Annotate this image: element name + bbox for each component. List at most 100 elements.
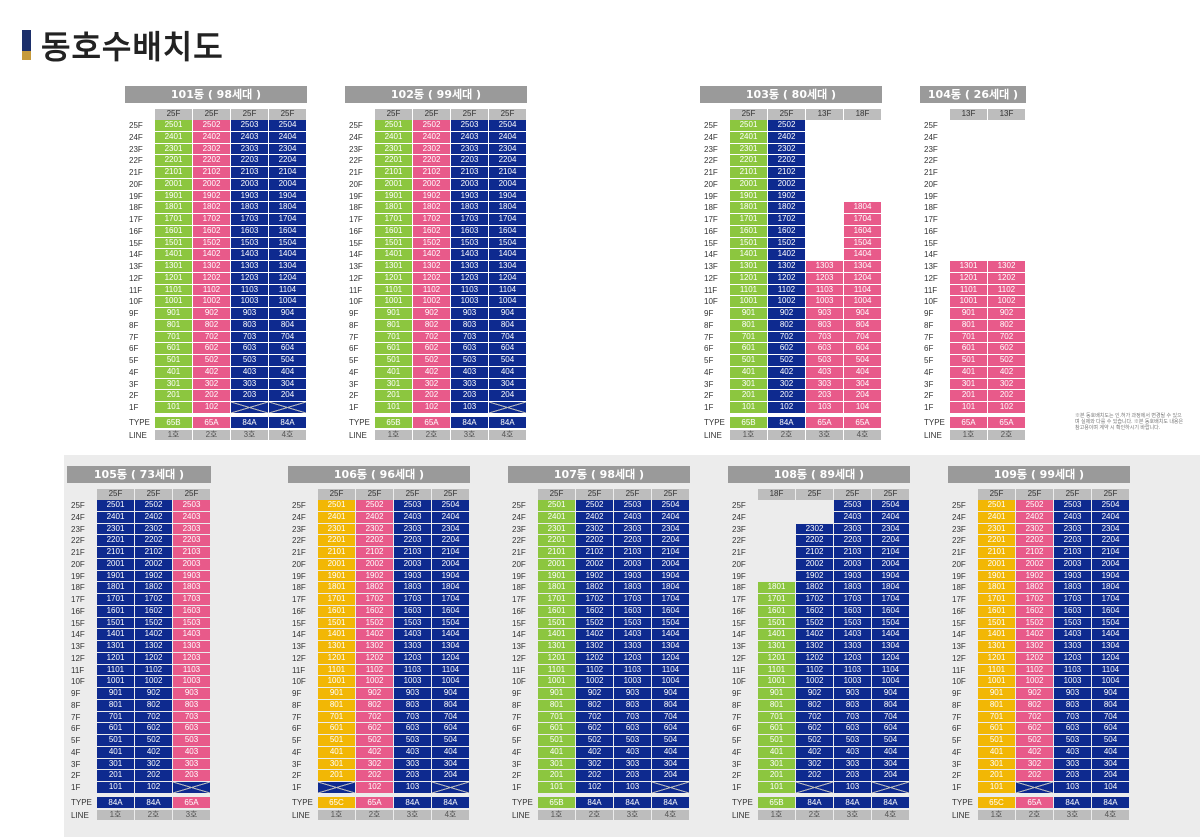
unit-cell: 2102 xyxy=(356,547,393,558)
unit-cell: 504 xyxy=(269,355,306,366)
floor-row: 14F 1401 1402 1403 1404 xyxy=(345,249,527,261)
unit-cell: 2104 xyxy=(269,167,306,178)
unit-cell: 1004 xyxy=(1092,676,1129,687)
unit-cell: 203 xyxy=(394,770,431,781)
unit-cell: 2001 xyxy=(730,178,767,190)
unit-cell: 401 xyxy=(155,366,192,378)
unit-cell: 1903 xyxy=(231,190,268,202)
column-top-floor: 25F xyxy=(356,489,393,500)
unit-cell: 1704 xyxy=(844,214,881,225)
floor-row: 10F 1001 1002 1003 1004 xyxy=(345,296,527,308)
floor-row: 16F 1601 1602 1603 1604 xyxy=(948,605,1130,618)
floor-label: 11F xyxy=(292,665,306,675)
unit-cell: 201 xyxy=(978,770,1015,781)
unit-cell: 301 xyxy=(318,758,355,770)
floor-label: 5F xyxy=(349,356,359,365)
unit-cell: 1002 xyxy=(413,296,450,307)
unit-cell: 804 xyxy=(844,319,881,331)
column-top-floor: 25F xyxy=(1054,489,1091,500)
unit-cell: 1602 xyxy=(413,225,450,237)
unit-cell: 102 xyxy=(413,402,450,413)
unit-cell: 501 xyxy=(950,355,987,366)
unit-cell: 504 xyxy=(1092,735,1129,746)
unit-cell: 2001 xyxy=(538,558,575,570)
unit-cell: 1003 xyxy=(1054,676,1091,687)
unit-cell: 2103 xyxy=(451,167,488,178)
empty-cell xyxy=(806,249,843,260)
unit-cell: 601 xyxy=(538,723,575,734)
floor-row: 25F 2501 2502 2503 2504 xyxy=(948,500,1130,512)
floor-label: 10F xyxy=(349,297,363,307)
empty-cell xyxy=(806,144,843,155)
floor-row: 8F 801 802 803 804 xyxy=(288,699,470,712)
unit-cell: 1802 xyxy=(356,582,393,593)
unit-cell: 2203 xyxy=(451,155,488,166)
unit-cell: 901 xyxy=(375,308,412,319)
line-row: LINE 1호 2호 3호 4호 xyxy=(728,809,910,822)
floor-label: 24F xyxy=(292,512,306,522)
unit-line: 3호 xyxy=(1054,809,1091,821)
unit-cell: 902 xyxy=(988,308,1025,319)
floor-row: 5F 501 502 xyxy=(920,355,1026,367)
unit-cell: 1301 xyxy=(950,261,987,272)
unit-cell: 1904 xyxy=(872,570,909,582)
empty-cell xyxy=(758,571,795,582)
column-header-row: 18F 25F 25F 25F xyxy=(728,489,910,500)
unit-cell: 703 xyxy=(231,331,268,343)
unit-cell: 2302 xyxy=(193,143,230,155)
empty-cell xyxy=(758,559,795,570)
floor-row: 8F 801 802 xyxy=(920,319,1026,332)
floor-row: 22F 2202 2203 2204 xyxy=(728,535,910,547)
unit-cell: 1004 xyxy=(844,296,881,307)
unit-cell: 901 xyxy=(730,308,767,319)
unit-cell: 1804 xyxy=(844,202,881,213)
floor-row: 8F 801 802 803 804 xyxy=(508,699,690,712)
unit-cell: 1503 xyxy=(394,617,431,629)
unit-cell: 103 xyxy=(394,782,431,793)
floor-row: 5F 501 502 503 504 xyxy=(508,735,690,747)
column-header-row: 25F 25F 25F 25F xyxy=(345,109,527,120)
unit-cell: 2503 xyxy=(614,500,651,511)
unit-cell: 1101 xyxy=(978,664,1015,676)
floor-row: 14F 1401 1402 1403 xyxy=(67,629,211,641)
unit-cell: 403 xyxy=(614,746,651,758)
floor-row: 25F 2503 2504 xyxy=(728,500,910,512)
floor-row: 17F 1701 1702 1703 1704 xyxy=(288,594,470,606)
floor-label: 20F xyxy=(349,179,363,189)
unit-cell: 1504 xyxy=(269,237,306,249)
unit-cell: 402 xyxy=(193,366,230,378)
column-top-floor: 25F xyxy=(135,489,172,500)
unit-cell: 702 xyxy=(768,331,805,343)
unit-cell: 203 xyxy=(173,770,210,781)
floor-row: 24F xyxy=(920,132,1026,144)
floor-label: 24F xyxy=(71,512,85,522)
floor-label: 11F xyxy=(349,285,363,295)
floor-label: 3F xyxy=(292,759,302,769)
unit-cell: 701 xyxy=(318,711,355,723)
unit-cell: 702 xyxy=(576,711,613,723)
unit-cell: 2004 xyxy=(1092,558,1129,570)
unit-cell: 1002 xyxy=(1016,676,1053,687)
unit-cell: 2303 xyxy=(834,523,871,535)
unit-cell: 201 xyxy=(318,770,355,781)
unit-cell: 2104 xyxy=(1092,547,1129,558)
unit-cell: 1603 xyxy=(173,605,210,617)
line-row: LINE 1호 2호 3호 4호 xyxy=(345,429,527,442)
unit-cell: 2303 xyxy=(614,523,651,535)
unit-cell: 601 xyxy=(375,343,412,354)
unit-cell: 1601 xyxy=(97,605,134,617)
floor-row: 6F 601 602 xyxy=(920,343,1026,355)
floor-row: 17F 1701 1702 1703 1704 xyxy=(948,594,1130,606)
floor-row: 17F 1701 1702 1704 xyxy=(700,214,882,226)
unit-line: 2호 xyxy=(796,809,833,821)
floor-row: 21F 2101 2102 2103 2104 xyxy=(288,547,470,559)
unit-cell: 204 xyxy=(1092,770,1129,781)
floor-row: 1F 101 102 xyxy=(920,402,1026,414)
unit-cell: 2101 xyxy=(730,167,767,178)
unit-cell: 2304 xyxy=(1092,523,1129,535)
unit-cell: 2301 xyxy=(318,523,355,535)
unit-cell: 1704 xyxy=(872,594,909,605)
unit-cell: 604 xyxy=(432,723,469,734)
unit-cell: 2001 xyxy=(155,178,192,190)
unit-cell: 304 xyxy=(844,378,881,390)
